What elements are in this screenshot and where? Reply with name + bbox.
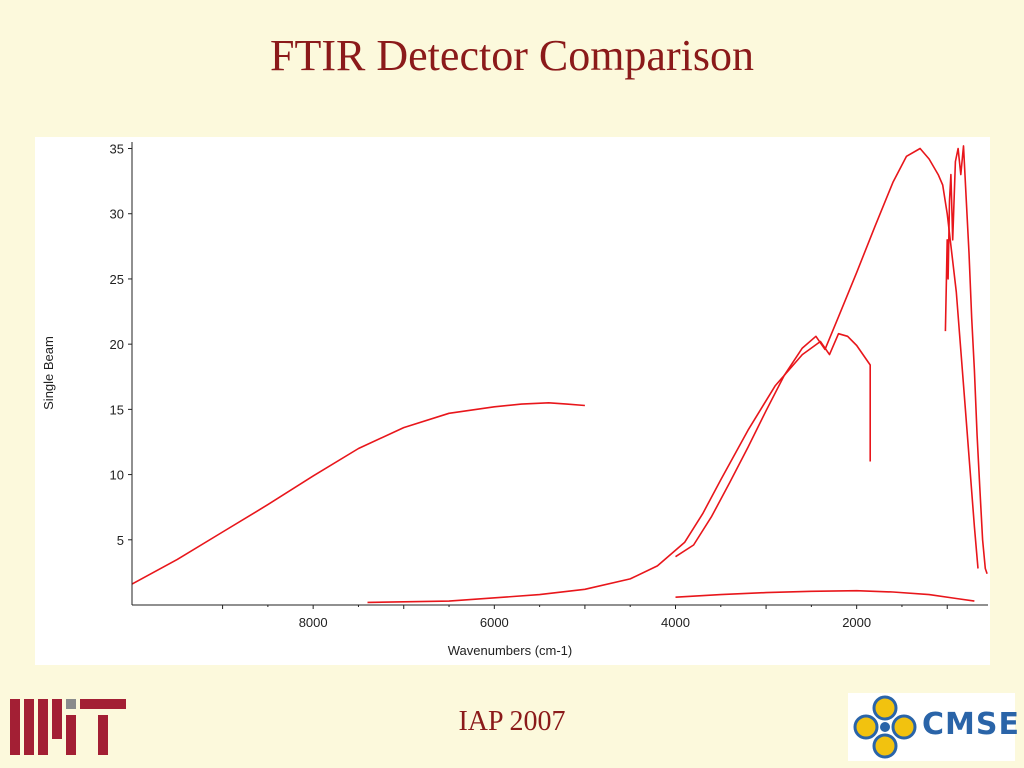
y-tick-label: 10 (110, 468, 124, 483)
mit-logo (10, 699, 126, 755)
ftir-chart: 5 10 15 20 25 30 35 8000 6000 4000 2000 Wavenumber… (41, 142, 988, 658)
cmse-emblem-icon (853, 695, 917, 759)
cmse-logo: CMSE (848, 693, 1019, 761)
series-layer (131, 145, 988, 604)
footer-text: IAP 2007 (458, 706, 566, 737)
y-tick-label: 25 (110, 272, 124, 287)
cmse-logo-text: CMSE (922, 707, 1020, 742)
series-line-4 (675, 589, 975, 602)
series-line-2 (367, 332, 872, 604)
series-line-5 (944, 145, 988, 574)
chart-panel: 5 10 15 20 25 30 35 8000 6000 4000 2000 Wavenumber… (35, 137, 990, 665)
y-tick-label: 20 (110, 337, 124, 352)
y-tick-label: 30 (110, 207, 124, 222)
axis-layer: 5 10 15 20 25 30 35 8000 6000 4000 2000 (110, 142, 988, 630)
y-axis-label: Single Beam (41, 336, 56, 410)
x-tick-label: 2000 (842, 615, 871, 630)
x-tick-label: 8000 (299, 615, 328, 630)
series-line-3 (675, 147, 979, 569)
x-tick-label: 4000 (661, 615, 690, 630)
y-tick-label: 5 (117, 533, 124, 548)
x-tick-label: 6000 (480, 615, 509, 630)
slide-title: FTIR Detector Comparison (270, 31, 754, 80)
series-line-1 (131, 401, 585, 585)
y-tick-label: 35 (110, 142, 124, 157)
y-tick-label: 15 (110, 402, 124, 417)
x-axis-label: Wavenumbers (cm-1) (448, 643, 572, 658)
